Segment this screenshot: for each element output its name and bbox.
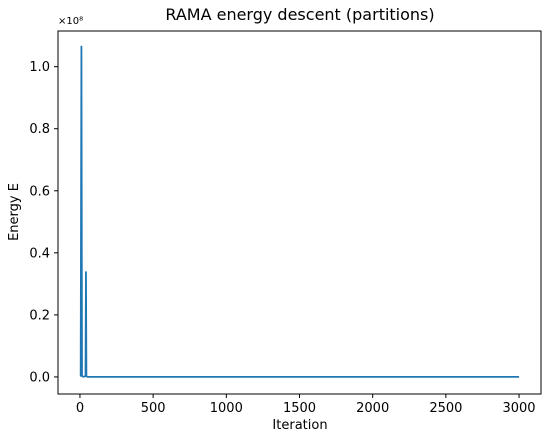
y-tick-label: 0.6 (29, 184, 50, 199)
series-line-0 (79, 45, 520, 378)
y-tick-label: 0.0 (29, 370, 50, 385)
chart-title: RAMA energy descent (partitions) (165, 5, 434, 24)
y-tick-label: 0.8 (29, 122, 50, 137)
x-tick-label: 1500 (283, 401, 316, 416)
y-tick-label: 0.4 (29, 246, 50, 261)
x-tick-label: 2500 (429, 401, 462, 416)
y-tick-label: 1.0 (29, 60, 50, 75)
x-tick-label: 3000 (502, 401, 535, 416)
x-axis-label: Iteration (272, 418, 327, 433)
x-tick-label: 1000 (210, 401, 243, 416)
y-offset-label: ×10⁸ (58, 16, 83, 27)
x-tick-label: 2000 (356, 401, 389, 416)
plot-frame (57, 30, 542, 395)
y-tick-label: 0.2 (29, 308, 50, 323)
x-tick-label: 500 (141, 401, 166, 416)
plot-area: 0 500 1000 1500 2000 2500 3000 0.0 0.2 0.4 0.6 0.8 1… (29, 30, 542, 416)
y-axis-label: Energy E (7, 183, 22, 241)
x-tick-label: 0 (76, 401, 84, 416)
